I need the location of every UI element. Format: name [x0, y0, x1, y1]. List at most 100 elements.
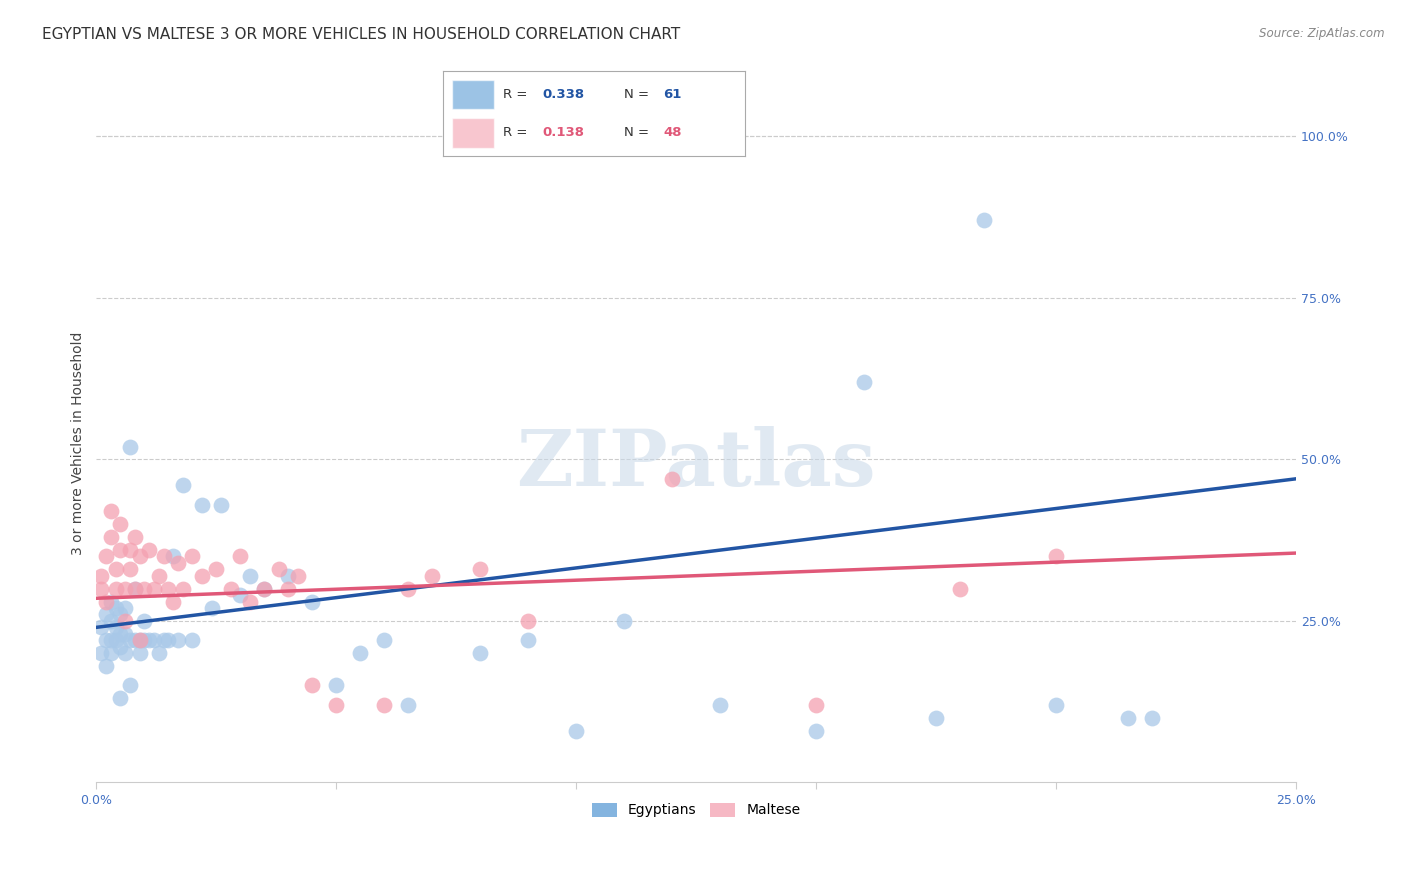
Legend: Egyptians, Maltese: Egyptians, Maltese	[586, 797, 806, 823]
Point	[613, 614, 636, 628]
Point	[134, 614, 156, 628]
Bar	[451, 118, 495, 147]
Point	[100, 594, 122, 608]
Point	[200, 601, 222, 615]
Point	[128, 633, 150, 648]
Point	[949, 582, 972, 596]
Point	[94, 633, 117, 648]
Text: 61: 61	[664, 87, 682, 101]
Point	[100, 530, 122, 544]
Point	[124, 633, 146, 648]
Point	[517, 633, 540, 648]
Point	[100, 504, 122, 518]
Point	[114, 627, 136, 641]
Point	[128, 549, 150, 564]
Point	[1116, 711, 1139, 725]
Text: 48: 48	[664, 126, 682, 139]
Point	[181, 549, 204, 564]
Point	[301, 678, 323, 692]
Point	[110, 627, 132, 641]
Point	[267, 562, 290, 576]
Point	[172, 582, 194, 596]
Point	[118, 542, 141, 557]
Text: ZIPatlas: ZIPatlas	[516, 425, 876, 501]
Text: EGYPTIAN VS MALTESE 3 OR MORE VEHICLES IN HOUSEHOLD CORRELATION CHART: EGYPTIAN VS MALTESE 3 OR MORE VEHICLES I…	[42, 27, 681, 42]
Point	[806, 698, 828, 712]
Point	[90, 568, 112, 582]
Point	[138, 633, 160, 648]
Point	[709, 698, 731, 712]
Point	[94, 607, 117, 622]
Point	[1045, 698, 1067, 712]
Point	[114, 582, 136, 596]
Point	[134, 582, 156, 596]
Y-axis label: 3 or more Vehicles in Household: 3 or more Vehicles in Household	[72, 332, 86, 555]
Point	[134, 633, 156, 648]
Point	[104, 620, 127, 634]
Point	[110, 640, 132, 654]
Point	[152, 633, 174, 648]
Point	[219, 582, 242, 596]
Text: Source: ZipAtlas.com: Source: ZipAtlas.com	[1260, 27, 1385, 40]
Point	[104, 633, 127, 648]
Point	[167, 633, 190, 648]
Point	[229, 588, 252, 602]
Point	[167, 556, 190, 570]
Point	[277, 582, 299, 596]
Point	[1045, 549, 1067, 564]
Point	[205, 562, 228, 576]
Point	[148, 646, 170, 660]
Point	[100, 633, 122, 648]
Point	[104, 601, 127, 615]
Point	[396, 582, 419, 596]
Point	[110, 607, 132, 622]
Point	[124, 582, 146, 596]
Point	[118, 633, 141, 648]
Point	[94, 594, 117, 608]
Point	[90, 620, 112, 634]
Point	[181, 633, 204, 648]
Point	[209, 498, 232, 512]
Point	[277, 568, 299, 582]
Point	[517, 614, 540, 628]
Point	[191, 568, 214, 582]
Point	[138, 542, 160, 557]
Point	[90, 646, 112, 660]
Point	[118, 440, 141, 454]
Point	[110, 516, 132, 531]
Point	[229, 549, 252, 564]
Point	[253, 582, 276, 596]
Point	[470, 562, 492, 576]
Point	[104, 582, 127, 596]
Point	[239, 568, 262, 582]
Point	[148, 568, 170, 582]
Point	[806, 723, 828, 738]
Text: 0.138: 0.138	[543, 126, 585, 139]
Point	[94, 549, 117, 564]
Point	[565, 723, 588, 738]
Point	[253, 582, 276, 596]
Point	[373, 633, 395, 648]
Point	[110, 691, 132, 706]
Point	[470, 646, 492, 660]
Point	[114, 601, 136, 615]
Point	[973, 213, 995, 227]
Point	[172, 478, 194, 492]
Text: N =: N =	[624, 87, 654, 101]
Point	[157, 633, 180, 648]
Point	[287, 568, 309, 582]
Point	[104, 562, 127, 576]
Point	[301, 594, 323, 608]
Point	[162, 594, 184, 608]
Point	[396, 698, 419, 712]
Point	[128, 646, 150, 660]
Point	[373, 698, 395, 712]
Point	[118, 562, 141, 576]
Point	[152, 549, 174, 564]
Point	[90, 582, 112, 596]
Point	[142, 633, 165, 648]
Bar	[451, 80, 495, 110]
Point	[110, 542, 132, 557]
Point	[349, 646, 371, 660]
Point	[853, 375, 876, 389]
